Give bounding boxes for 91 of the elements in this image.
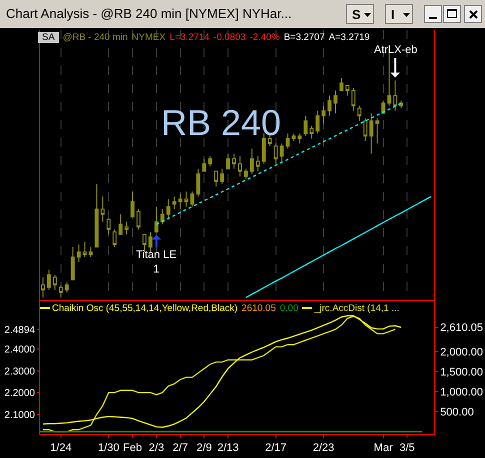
candlestick [322,105,326,124]
candlestick [256,156,260,172]
annotation: AtrLX-eb [374,44,418,56]
annotation: 2610.05 [242,303,276,314]
x-tick-label: Feb [123,442,142,454]
candlestick [70,246,75,280]
candlestick [88,246,93,258]
annotation: RB 240 [161,102,282,143]
x-tick-label: 2/3 [148,442,164,454]
candlestick [375,118,380,144]
candlestick [208,156,212,167]
candlestick [220,168,224,184]
text: NYMEX [132,32,166,43]
y-tick-label: 2.1000 [4,410,36,421]
candlestick [160,208,164,225]
candlestick [292,132,296,142]
candlestick [52,274,57,290]
candlestick [363,118,368,142]
candlestick [76,244,81,263]
chart-title: Chart Analysis - @RB 240 min [NYMEX] NYHar... [6,6,292,21]
candlestick [46,269,51,290]
candlestick [214,170,218,187]
candlestick [124,221,129,235]
text: B=3.2707 [284,32,325,43]
ref-line-label: 0.00 [280,303,298,314]
x-tick-label: 2/7 [172,442,188,454]
y2-tick-label: 500.00 [440,406,474,418]
candlestick [316,110,320,134]
text: -2.40% [250,32,280,43]
candlestick [130,191,134,218]
candlestick [112,228,117,248]
candlestick [304,115,308,136]
x-tick-label: 2/23 [312,442,334,454]
text: L=3.2714 [170,32,210,43]
candlestick [58,284,63,298]
candlestick [298,132,302,144]
candlestick [351,88,356,112]
candlestick [106,218,111,235]
candlestick [82,241,87,258]
x-tick-label: 3/5 [399,442,415,454]
x-tick-label: 1/30 [98,442,120,454]
candlestick [100,196,105,222]
x-tick-label: 1/24 [50,442,72,454]
candlestick [310,125,314,139]
legend-label: Chaikin Osc (45,55,14,14,Yellow,Red,Black) [51,303,238,314]
candlestick [345,85,350,96]
candlestick [136,208,140,230]
y-tick-label: 2.4000 [4,344,36,356]
x-tick-label: Mar [374,442,394,454]
candlestick [340,77,344,92]
x-tick-label: 2/9 [196,442,212,454]
candlestick [118,214,123,235]
text: -0.0803 [213,32,246,43]
candlestick [196,168,200,198]
candlestick [244,168,248,180]
text: A=3.2719 [328,32,370,43]
y2-tick-label: 1,000.00 [440,386,484,399]
x-tick-label: 2/17 [265,442,287,454]
candlestick [226,153,230,170]
candlestick [250,148,254,174]
candlestick [238,156,242,177]
legend-label: _jrc.AccDist (14,1 ... [313,303,400,314]
y-tick-label: 2.2000 [4,388,36,400]
candlestick [184,191,188,208]
text: SA [38,32,59,43]
candlestick [202,158,206,172]
candlestick [94,183,99,248]
candlestick [178,194,182,210]
candlestick [41,276,45,298]
y2-tick-label: 1,500.00 [440,366,484,379]
candlestick [280,143,284,162]
y-tick-label: 2.3000 [4,366,36,378]
candlestick [190,191,194,208]
candlestick [172,196,176,210]
candlestick [328,95,332,116]
y-tick-label: 2.4894 [4,324,36,336]
text: S [352,7,361,22]
y2-tick-label: 2,610.05 [440,322,484,334]
annotation: Titan LE 1 [136,249,177,276]
candlestick [274,143,278,164]
candlestick [286,132,290,150]
text: I [391,7,395,22]
candlestick [369,112,374,154]
x-tick-label: 2/13 [217,442,239,454]
y2-tick-label: 2,000.00 [440,346,484,359]
candlestick [357,105,362,122]
candlestick [334,90,338,114]
candlestick [166,198,170,220]
text: @RB - 240 min [62,32,128,43]
candlestick [64,282,69,293]
candlestick [232,153,236,170]
